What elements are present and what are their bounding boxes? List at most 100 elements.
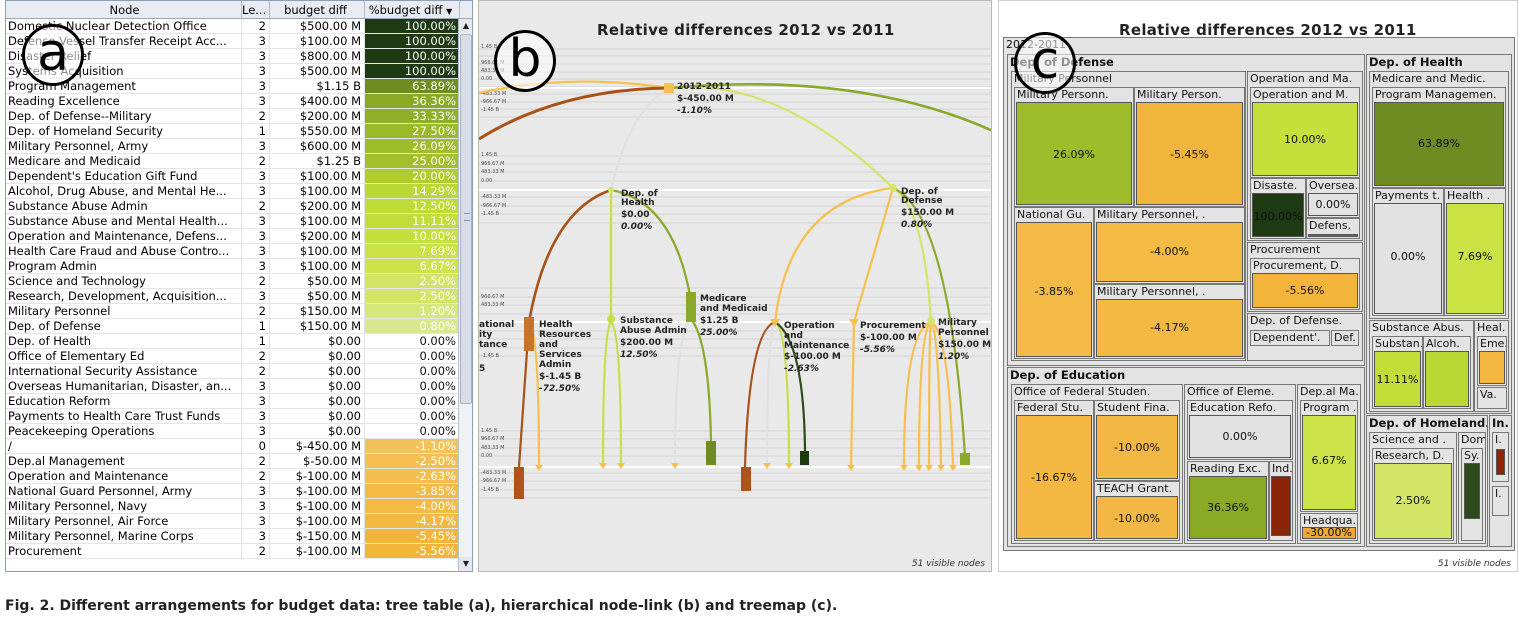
tm-heal-small[interactable]: Heal. Eme. Va. (1474, 320, 1509, 412)
tm-payments[interactable]: Payments t. 0.00% (1372, 188, 1444, 316)
table-row[interactable]: Dep. of Health 1 $0.00 0.00% (6, 334, 472, 349)
tm-education-reform[interactable]: Education Refo. 0.00% (1187, 400, 1293, 460)
table-row[interactable]: Military Personnel 2 $150.00 M 1.20% (6, 304, 472, 319)
node-root[interactable] (664, 83, 674, 93)
table-row[interactable]: Medicare and Medicaid 2 $1.25 B 25.00% (6, 154, 472, 169)
tm-health-sub[interactable]: Health . 7.69% (1444, 188, 1506, 316)
column-header-budget-diff[interactable]: budget diff (270, 1, 365, 18)
table-row[interactable]: Research, Development, Acquisition... 3 $5… (6, 289, 472, 304)
tm-substan[interactable]: Substan. 11.11% (1372, 336, 1423, 409)
tm-va[interactable]: Va. (1477, 387, 1507, 409)
column-header-level[interactable]: Le... (242, 1, 270, 18)
node-link-canvas[interactable]: 1.45 B 966.67 M 483.33 M 0.00 -483.33 M … (479, 1, 992, 572)
table-row[interactable]: National Guard Personnel, Army 3 $-100.00 … (6, 484, 472, 499)
tm-dependent[interactable]: Dependent'. (1250, 330, 1330, 346)
tm-program-management[interactable]: Program Managemen. 63.89% (1372, 87, 1506, 188)
node-leaf[interactable] (960, 453, 970, 465)
tm-education[interactable]: Dep. of Education Office of Federal Stud… (1007, 367, 1365, 547)
table-row[interactable]: Peacekeeping Operations 3 $0.00 0.00% (6, 424, 472, 439)
table-row[interactable]: Procurement 2 $-100.00 M -5.56% (6, 544, 472, 559)
tm-student-fina[interactable]: Student Fina. -10.00% (1094, 400, 1180, 481)
tm-dom[interactable]: Dom. Sy. (1458, 432, 1486, 544)
tm-mil-pers-c[interactable]: Military Personnel, . -4.00% (1094, 207, 1245, 284)
tm-dep-defense-small[interactable]: Dep. of Defense. Dependent'. Def. (1247, 313, 1363, 361)
node-health[interactable] (608, 187, 614, 193)
table-row[interactable]: Military Personnel, Marine Corps 3 $-150.0… (6, 529, 472, 544)
table-row[interactable]: Overseas Humanitarian, Disaster, an... 3 $… (6, 379, 472, 394)
node-procurement[interactable] (849, 319, 859, 327)
table-row[interactable]: Dep. of Defense--Military 2 $200.00 M 33.33… (6, 109, 472, 124)
scrollbar-thumb[interactable] (460, 34, 472, 404)
tm-operation-maintenance[interactable]: Operation and Ma. Operation and M. 10.00… (1247, 71, 1363, 241)
table-row[interactable]: Dep.al Management 2 $-50.00 M -2.50% (6, 454, 472, 469)
table-row[interactable]: Office of Elementary Ed 2 $0.00 0.00% (6, 349, 472, 364)
table-row[interactable]: Program Management 3 $1.15 B 63.89% (6, 79, 472, 94)
tm-alcoh[interactable]: Alcoh. (1423, 336, 1471, 409)
scroll-down-icon[interactable]: ▼ (459, 557, 472, 571)
tm-science[interactable]: Science and . Research, D. 2.50% (1369, 432, 1457, 544)
tm-defense[interactable]: Dep. of Defense Military Personnel Milit… (1007, 54, 1365, 366)
table-row[interactable]: Science and Technology 2 $50.00 M 2.50% (6, 274, 472, 289)
table-row[interactable]: Dep. of Defense 1 $150.00 M 0.80% (6, 319, 472, 334)
tm-in[interactable]: In. I. I. (1489, 415, 1512, 547)
tm-procurement[interactable]: Procurement Procurement, D. -5.56% (1247, 242, 1363, 312)
table-row[interactable]: Reading Excellence 3 $400.00 M 36.36% (6, 94, 472, 109)
tm-military-personnel[interactable]: Military Personnel Military Personn. 26.… (1011, 71, 1246, 361)
table-row[interactable]: Operation and Maintenance 2 $-100.00 M -2.6… (6, 469, 472, 484)
table-scrollbar[interactable]: ▲ ▼ (458, 19, 472, 571)
column-header-pct-budget-diff[interactable]: %budget diff ▼ (365, 1, 460, 18)
tm-medicare[interactable]: Medicare and Medic. Program Managemen. 6… (1369, 71, 1509, 319)
node-leaf[interactable] (514, 467, 524, 499)
node-military[interactable] (927, 317, 935, 325)
node-hrsa[interactable] (524, 317, 534, 351)
column-header-node[interactable]: Node (6, 1, 242, 18)
table-row[interactable]: /0 $-450.00 M -1.10% (6, 439, 472, 454)
tm-overseas[interactable]: Oversea. 0.00% (1306, 178, 1360, 218)
tm-reading[interactable]: Reading Exc. 36.36% (1187, 461, 1269, 541)
table-row[interactable]: Substance Abuse Admin 2 $200.00 M 12.50% (6, 199, 472, 214)
tm-ind[interactable]: Ind. (1269, 461, 1293, 541)
table-row[interactable]: Military Personnel, Army 3 $600.00 M 26.09% (6, 139, 472, 154)
table-row[interactable]: Operation and Maintenance, Defens... 3 $20… (6, 229, 472, 244)
table-row[interactable]: Military Personnel, Air Force 3 $-100.00 M… (6, 514, 472, 529)
table-row[interactable]: Education Reform 3 $0.00 0.00% (6, 394, 472, 409)
table-row[interactable]: Substance Abuse and Mental Health... 3 $10… (6, 214, 472, 229)
table-row[interactable]: Alcohol, Drug Abuse, and Mental He... 3 $1… (6, 184, 472, 199)
node-samhsa[interactable] (607, 315, 615, 323)
tm-mil-pers-b[interactable]: Military Person. -5.45% (1134, 87, 1245, 207)
tm-mil-pers-d[interactable]: Military Personnel, . -4.17% (1094, 284, 1245, 359)
tm-sy[interactable]: Sy. (1461, 448, 1483, 541)
node-medicare[interactable] (686, 292, 696, 322)
scroll-up-icon[interactable]: ▲ (459, 19, 472, 33)
tm-natl-guard[interactable]: National Gu. -3.85% (1014, 207, 1094, 359)
table-row[interactable]: Program Admin 3 $100.00 M 6.67% (6, 259, 472, 274)
node-om[interactable] (770, 319, 780, 327)
tm-office-elementary[interactable]: Office of Eleme. Education Refo. 0.00% R… (1184, 384, 1296, 544)
tm-program[interactable]: Program . 6.67% (1300, 400, 1358, 512)
tm-federal-stu[interactable]: Federal Stu. -16.67% (1014, 400, 1094, 541)
table-row[interactable]: Dep. of Homeland Security 1 $550.00 M 27.50… (6, 124, 472, 139)
table-row[interactable]: Dependent's Education Gift Fund 3 $100.00 … (6, 169, 472, 184)
node-leaf[interactable] (800, 451, 809, 465)
tm-procurement-d[interactable]: Procurement, D. -5.56% (1250, 258, 1360, 310)
table-row[interactable]: Domestic Nuclear Detection Office 2 $500.0… (6, 19, 472, 34)
table-row[interactable]: International Security Assistance 2 $0.00 0… (6, 364, 472, 379)
node-leaf[interactable] (741, 467, 751, 491)
tm-research[interactable]: Research, D. 2.50% (1372, 448, 1454, 541)
tm-i2[interactable]: I. (1492, 486, 1509, 516)
tm-om-sub[interactable]: Operation and M. 10.00% (1250, 87, 1360, 178)
tm-homeland[interactable]: Dep. of Homeland. Science and . Research… (1366, 415, 1488, 547)
tm-disaster[interactable]: Disaste. 100.00% (1250, 178, 1306, 239)
node-leaf[interactable] (706, 441, 716, 465)
tm-def-small[interactable]: Def. (1331, 330, 1359, 346)
table-row[interactable]: Health Care Fraud and Abuse Contro... 3 $1… (6, 244, 472, 259)
table-row[interactable]: Payments to Health Care Trust Funds 3 $0.0… (6, 409, 472, 424)
tm-substance[interactable]: Substance Abus. Substan. 11.11% Alcoh. (1369, 320, 1474, 412)
tm-health[interactable]: Dep. of Health Medicare and Medic. Progr… (1366, 54, 1512, 414)
tm-defens-small[interactable]: Defens. (1306, 218, 1360, 239)
node-defense[interactable] (889, 184, 897, 192)
tm-mil-pers-a[interactable]: Military Personn. 26.09% (1014, 87, 1134, 207)
tm-i1[interactable]: I. (1492, 432, 1509, 482)
tm-teach[interactable]: TEACH Grant. -10.00% (1094, 481, 1180, 541)
